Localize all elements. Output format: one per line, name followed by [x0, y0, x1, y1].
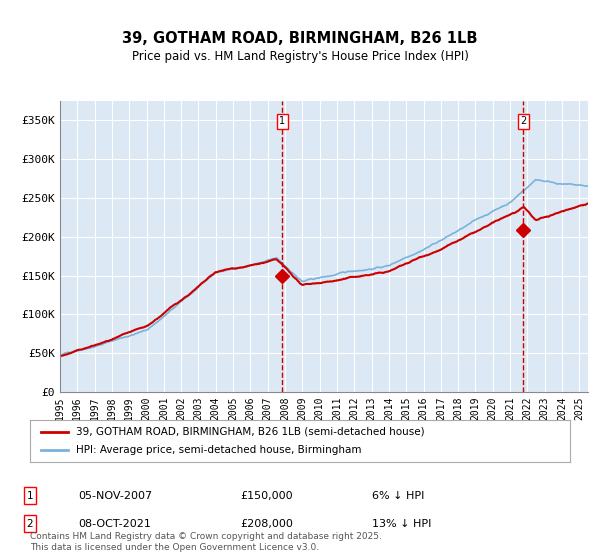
Text: 2: 2: [26, 519, 34, 529]
Text: 6% ↓ HPI: 6% ↓ HPI: [372, 491, 424, 501]
Text: Contains HM Land Registry data © Crown copyright and database right 2025.
This d: Contains HM Land Registry data © Crown c…: [30, 532, 382, 552]
Text: 1: 1: [280, 116, 286, 126]
Text: £208,000: £208,000: [240, 519, 293, 529]
Text: £150,000: £150,000: [240, 491, 293, 501]
Text: 08-OCT-2021: 08-OCT-2021: [78, 519, 151, 529]
Text: HPI: Average price, semi-detached house, Birmingham: HPI: Average price, semi-detached house,…: [76, 445, 361, 455]
Text: Price paid vs. HM Land Registry's House Price Index (HPI): Price paid vs. HM Land Registry's House …: [131, 50, 469, 63]
Text: 39, GOTHAM ROAD, BIRMINGHAM, B26 1LB (semi-detached house): 39, GOTHAM ROAD, BIRMINGHAM, B26 1LB (se…: [76, 427, 425, 437]
Text: 13% ↓ HPI: 13% ↓ HPI: [372, 519, 431, 529]
Text: 2: 2: [520, 116, 527, 126]
Text: 1: 1: [26, 491, 34, 501]
Text: 39, GOTHAM ROAD, BIRMINGHAM, B26 1LB: 39, GOTHAM ROAD, BIRMINGHAM, B26 1LB: [122, 31, 478, 46]
Text: 05-NOV-2007: 05-NOV-2007: [78, 491, 152, 501]
